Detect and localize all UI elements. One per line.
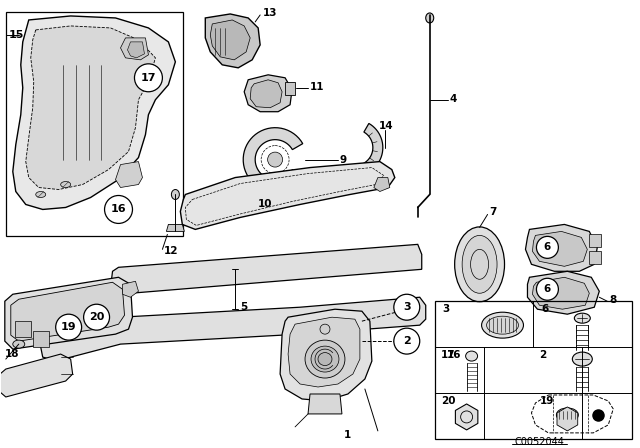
Circle shape — [104, 195, 132, 224]
Text: 11: 11 — [310, 82, 324, 92]
Polygon shape — [532, 277, 589, 309]
Text: 15: 15 — [9, 30, 24, 40]
Text: 1: 1 — [344, 430, 351, 440]
Ellipse shape — [426, 13, 434, 23]
Text: 6: 6 — [541, 304, 548, 314]
Polygon shape — [525, 224, 597, 271]
Polygon shape — [13, 16, 175, 210]
Polygon shape — [288, 317, 360, 387]
Polygon shape — [308, 394, 342, 414]
Text: 3: 3 — [443, 304, 450, 314]
Polygon shape — [250, 80, 282, 108]
Ellipse shape — [268, 152, 283, 167]
Ellipse shape — [305, 340, 345, 378]
Text: 12: 12 — [163, 246, 178, 256]
Ellipse shape — [572, 352, 592, 366]
Polygon shape — [527, 271, 599, 314]
Polygon shape — [5, 277, 132, 349]
Polygon shape — [33, 331, 49, 347]
Text: 14: 14 — [378, 121, 393, 131]
Polygon shape — [243, 128, 303, 191]
Polygon shape — [280, 309, 372, 401]
Polygon shape — [456, 404, 478, 430]
Ellipse shape — [486, 316, 518, 334]
Circle shape — [56, 314, 82, 340]
Circle shape — [134, 64, 163, 92]
Text: 10: 10 — [258, 199, 273, 210]
Text: 18: 18 — [5, 349, 19, 359]
Ellipse shape — [574, 313, 590, 323]
Polygon shape — [180, 162, 395, 229]
Text: 5: 5 — [240, 302, 248, 312]
Polygon shape — [364, 124, 383, 172]
Ellipse shape — [481, 312, 524, 338]
Polygon shape — [111, 244, 422, 294]
Ellipse shape — [556, 408, 579, 422]
Text: 20: 20 — [89, 312, 104, 322]
Text: 8: 8 — [609, 295, 616, 305]
Ellipse shape — [466, 351, 477, 361]
Text: 13: 13 — [263, 8, 278, 18]
Text: 3: 3 — [403, 302, 411, 312]
Polygon shape — [285, 82, 295, 95]
Text: 19: 19 — [61, 322, 76, 332]
Text: 16: 16 — [111, 204, 126, 215]
Text: 7: 7 — [490, 207, 497, 217]
Polygon shape — [211, 20, 250, 60]
Polygon shape — [589, 251, 601, 264]
Text: C0052044: C0052044 — [515, 437, 564, 447]
Text: 2: 2 — [403, 336, 411, 346]
Text: 16: 16 — [447, 350, 461, 360]
Polygon shape — [15, 321, 31, 337]
Ellipse shape — [320, 324, 330, 334]
Circle shape — [536, 237, 558, 258]
Text: 6: 6 — [544, 242, 551, 252]
Polygon shape — [205, 14, 260, 68]
Circle shape — [394, 328, 420, 354]
Ellipse shape — [172, 190, 179, 199]
Text: 17: 17 — [141, 73, 156, 83]
Polygon shape — [532, 232, 588, 266]
Polygon shape — [11, 282, 125, 341]
Ellipse shape — [13, 340, 25, 348]
Ellipse shape — [311, 346, 339, 372]
Polygon shape — [166, 224, 184, 232]
Text: 4: 4 — [450, 94, 457, 104]
Polygon shape — [26, 26, 156, 190]
Polygon shape — [374, 177, 390, 191]
Circle shape — [536, 278, 558, 300]
Polygon shape — [122, 281, 138, 297]
Polygon shape — [589, 234, 601, 247]
Text: 6: 6 — [544, 284, 551, 294]
Ellipse shape — [36, 191, 45, 198]
Polygon shape — [116, 162, 143, 188]
Circle shape — [394, 294, 420, 320]
Polygon shape — [0, 354, 72, 397]
Ellipse shape — [318, 353, 332, 366]
Text: 20: 20 — [441, 396, 455, 406]
Ellipse shape — [61, 181, 70, 188]
Polygon shape — [557, 407, 578, 431]
Polygon shape — [244, 75, 292, 112]
Polygon shape — [120, 38, 148, 60]
Polygon shape — [127, 42, 145, 58]
Bar — [6, 12, 183, 237]
Ellipse shape — [454, 227, 504, 302]
Circle shape — [84, 304, 109, 330]
Bar — [435, 301, 632, 439]
Text: 2: 2 — [540, 350, 547, 360]
Text: 9: 9 — [340, 155, 347, 164]
Polygon shape — [41, 297, 426, 361]
Text: 17: 17 — [441, 350, 455, 360]
Ellipse shape — [462, 235, 497, 293]
Text: 19: 19 — [540, 396, 554, 406]
